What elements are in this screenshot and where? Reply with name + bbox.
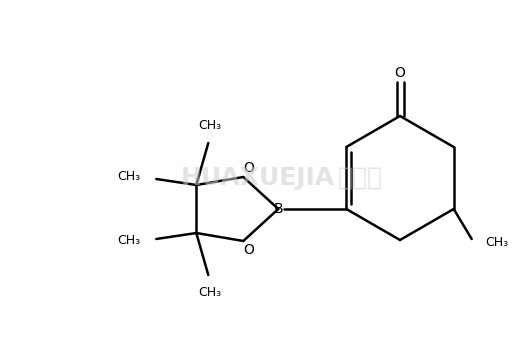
Text: HUAXUEJIA: HUAXUEJIA: [181, 166, 335, 190]
Text: B: B: [274, 202, 283, 216]
Text: CH₃: CH₃: [117, 171, 140, 183]
Text: O: O: [243, 243, 254, 257]
Text: CH₃: CH₃: [486, 236, 509, 250]
Text: O: O: [394, 66, 405, 80]
Text: CH₃: CH₃: [199, 286, 222, 299]
Text: CH₃: CH₃: [117, 235, 140, 247]
Text: O: O: [243, 161, 254, 175]
Text: CH₃: CH₃: [199, 119, 222, 132]
Text: 化学加: 化学加: [337, 166, 382, 190]
